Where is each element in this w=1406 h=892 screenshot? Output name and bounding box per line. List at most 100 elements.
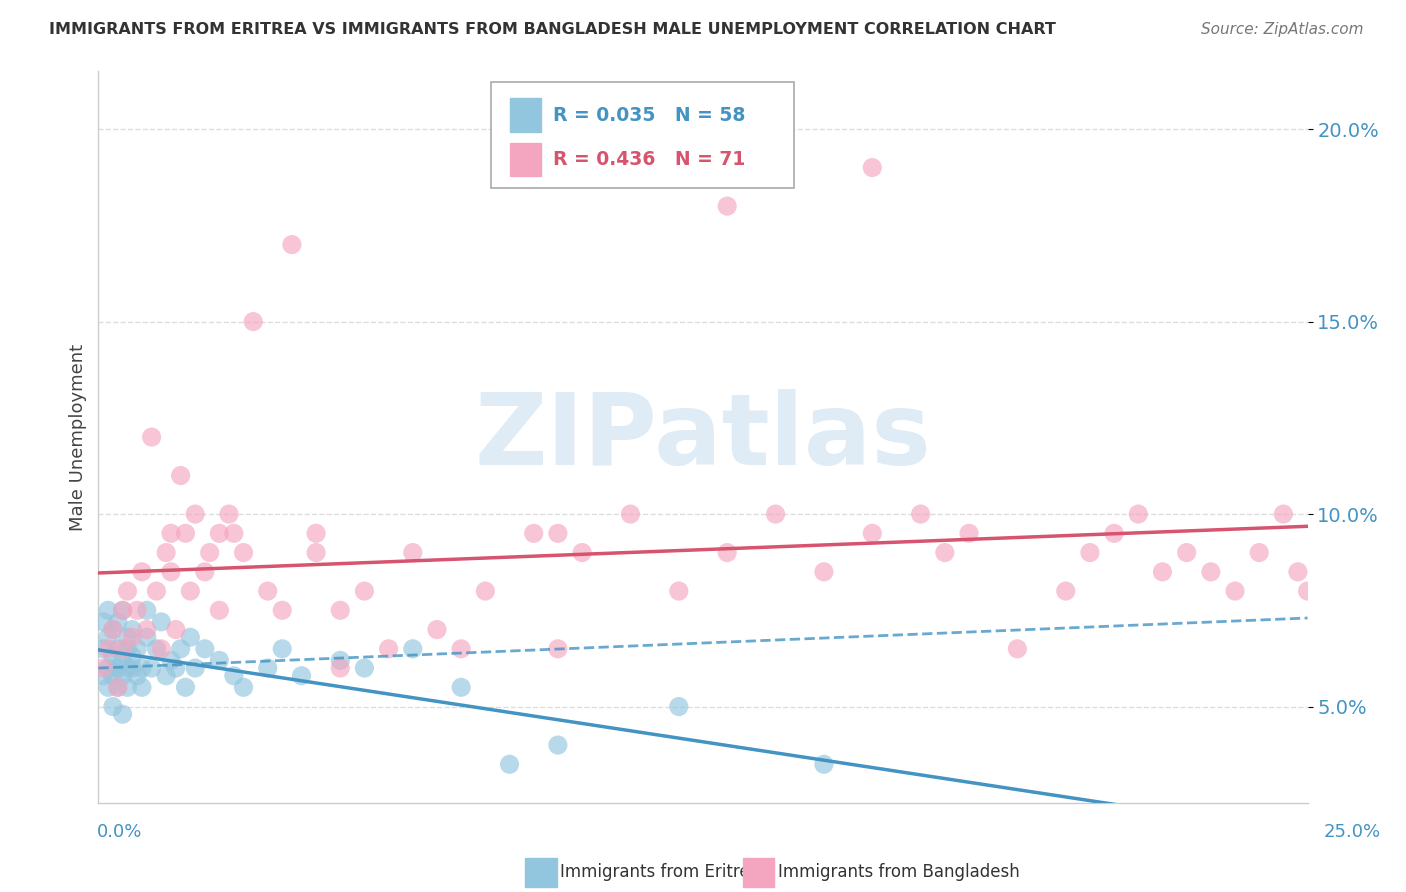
Point [1102,526,1125,541]
Point [165,623,187,637]
Point [150,615,173,629]
Point [290,669,312,683]
Point [150,641,173,656]
Text: R = 0.035   N = 58: R = 0.035 N = 58 [553,105,745,125]
Point [256,661,278,675]
Point [1223,584,1246,599]
Point [121,661,143,675]
Point [107,641,129,656]
FancyBboxPatch shape [509,98,541,132]
Point [127,641,149,656]
Point [256,584,278,599]
Point [305,545,328,559]
Point [97,630,120,644]
Point [765,507,787,521]
Point [402,641,425,656]
Point [111,641,134,656]
Point [135,603,157,617]
Point [194,641,217,656]
Point [813,565,835,579]
Point [1272,507,1295,521]
Point [97,603,120,617]
Point [523,526,546,541]
Point [145,584,167,599]
Point [668,699,690,714]
Point [1199,565,1222,579]
Point [101,649,124,664]
Point [91,669,114,683]
Point [127,669,149,683]
Point [232,545,254,559]
Point [117,630,139,644]
Point [179,630,201,644]
Point [117,641,139,656]
Point [107,615,129,629]
Point [101,623,124,637]
Point [271,603,294,617]
Point [174,526,197,541]
Point [121,649,143,664]
Point [208,526,231,541]
Point [716,545,738,559]
Text: ZIPatlas: ZIPatlas [475,389,931,485]
Point [271,641,294,656]
Point [155,669,177,683]
Point [117,584,139,599]
Point [184,661,207,675]
Point [329,653,352,667]
Point [1007,641,1029,656]
Point [329,603,352,617]
Point [117,681,139,695]
Point [860,161,883,175]
Point [305,526,328,541]
Point [135,623,157,637]
Point [232,681,254,695]
Point [716,199,738,213]
Point [145,641,167,656]
Point [450,641,472,656]
Point [1054,584,1077,599]
Point [957,526,980,541]
Point [97,681,120,695]
Point [1175,545,1198,559]
Point [547,641,569,656]
Text: Source: ZipAtlas.com: Source: ZipAtlas.com [1201,22,1364,37]
Point [222,526,245,541]
Point [281,237,304,252]
Point [111,707,134,722]
Point [160,653,183,667]
Text: 25.0%: 25.0% [1324,822,1381,840]
Point [1286,565,1309,579]
Point [127,603,149,617]
Point [474,584,496,599]
Point [1078,545,1101,559]
Point [450,681,472,695]
Point [91,641,114,656]
Point [179,584,201,599]
Point [353,661,375,675]
Point [101,699,124,714]
Point [1128,507,1150,521]
Point [121,623,143,637]
FancyBboxPatch shape [492,82,793,188]
Point [353,584,375,599]
Point [131,681,153,695]
Point [165,661,187,675]
Text: Immigrants from Eritrea: Immigrants from Eritrea [561,863,761,881]
Point [813,757,835,772]
Point [169,468,191,483]
Point [198,545,221,559]
Point [1054,815,1077,830]
Point [194,565,217,579]
Point [101,669,124,683]
Point [97,661,120,675]
Point [860,526,883,541]
Point [184,507,207,521]
Point [174,681,197,695]
Point [547,526,569,541]
Point [1296,584,1319,599]
Text: R = 0.436   N = 71: R = 0.436 N = 71 [553,150,745,169]
Point [668,584,690,599]
Point [101,623,124,637]
Point [91,661,114,675]
